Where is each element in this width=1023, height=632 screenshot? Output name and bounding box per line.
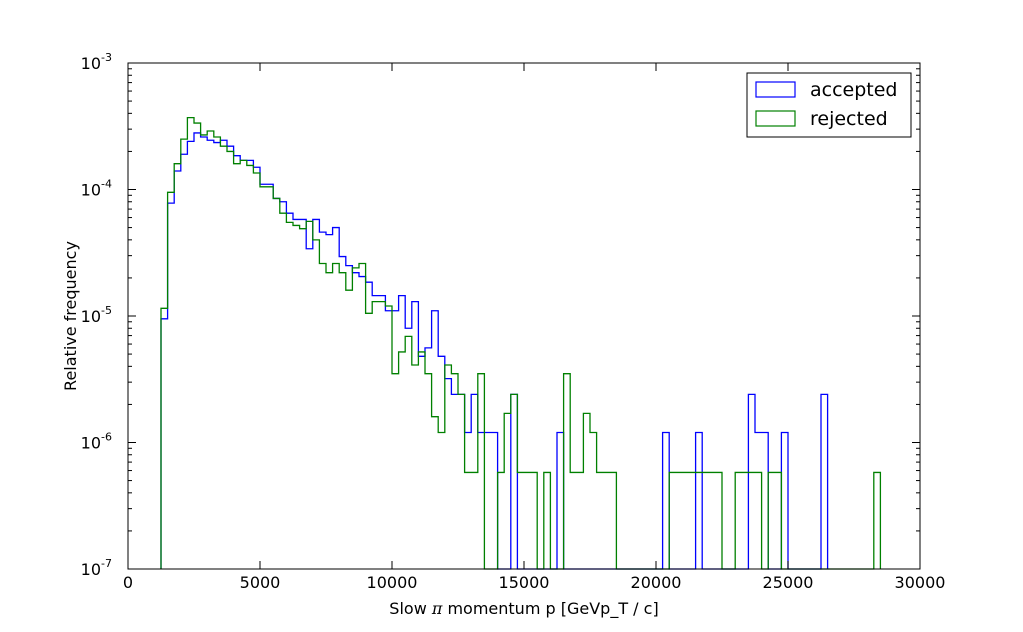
legend-label-rejected: rejected [810, 108, 888, 130]
ticks-layer: 0 5000 10000 15000 20000 25000 3000010-710-610… [81, 51, 946, 592]
legend-label-accepted: accepted [810, 79, 898, 101]
x-axis-label-suffix: momentum p [GeVp_T / c] [442, 599, 658, 619]
series-accepted-histogram [160, 132, 829, 570]
x-tick-label: 20000 [631, 573, 682, 592]
y-tick-label: 10-7 [81, 557, 112, 579]
legend: accepted rejected [746, 72, 912, 138]
x-tick-label: 0 [123, 573, 133, 592]
x-tick-label: 15000 [499, 573, 550, 592]
x-axis-label: Slow π momentum p [GeVp_T / c] [389, 599, 658, 619]
y-tick-exponent: -3 [101, 51, 112, 64]
y-tick-base: 10 [81, 307, 101, 326]
y-tick-label: 10-3 [81, 51, 112, 73]
y-tick-exponent: -6 [101, 431, 112, 444]
legend-swatch-accepted [755, 81, 796, 98]
y-tick-base: 10 [81, 560, 101, 579]
x-tick-label: 30000 [895, 573, 946, 592]
y-tick-label: 10-5 [81, 304, 112, 326]
y-tick-label: 10-4 [81, 178, 112, 200]
x-tick-label: 25000 [763, 573, 814, 592]
x-tick-label: 5000 [240, 573, 281, 592]
y-tick-base: 10 [81, 54, 101, 73]
x-axis-label-symbol: π [431, 599, 443, 618]
x-tick-label: 10000 [367, 573, 418, 592]
legend-swatch-rejected [755, 110, 796, 127]
y-tick-base: 10 [81, 181, 101, 200]
x-axis-label-prefix: Slow [389, 599, 432, 618]
y-tick-exponent: -5 [101, 304, 112, 317]
y-tick-exponent: -4 [101, 178, 112, 191]
y-tick-base: 10 [81, 434, 101, 453]
y-axis-label: Relative frequency [61, 241, 80, 391]
y-tick-label: 10-6 [81, 431, 112, 453]
y-tick-exponent: -7 [101, 557, 112, 570]
